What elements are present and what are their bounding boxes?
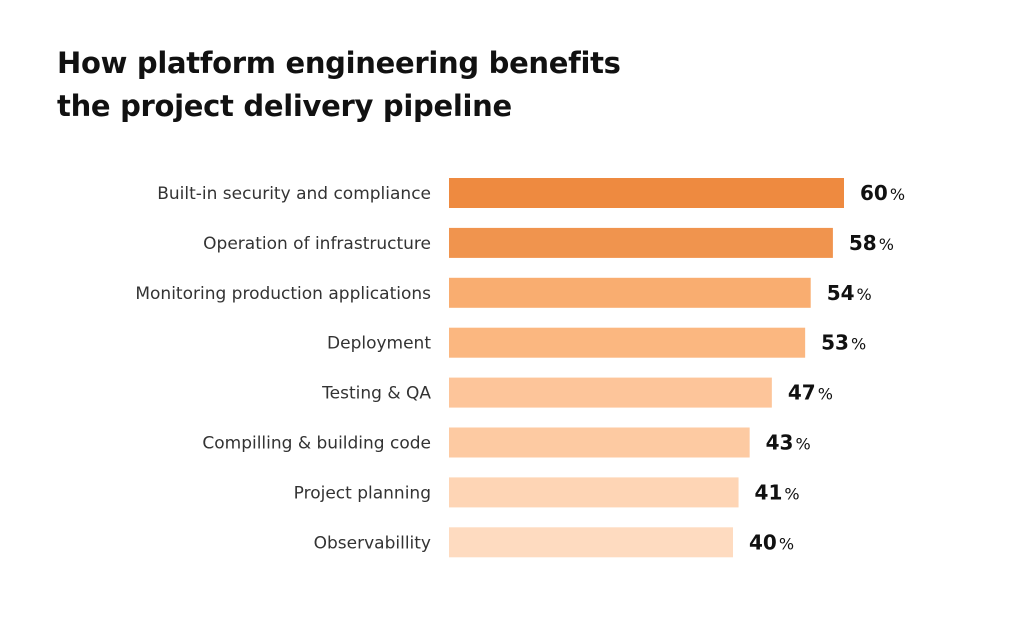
bar — [449, 477, 739, 508]
title-line-1: How platform engineering benefits — [57, 46, 621, 80]
bar — [449, 327, 806, 358]
category-label: Built-in security and compliance — [157, 184, 431, 204]
value-label: 43% — [766, 431, 811, 455]
category-label: Monitoring production applications — [135, 284, 431, 304]
category-label: Observabillity — [314, 533, 431, 553]
category-label: Testing & QA — [321, 384, 431, 404]
bar — [449, 527, 733, 558]
value-label: 58% — [849, 231, 894, 255]
value-label: 53% — [821, 331, 866, 355]
value-label: 41% — [755, 480, 800, 504]
category-label: Operation of infrastructure — [203, 234, 431, 254]
bar — [449, 277, 811, 308]
bar — [449, 427, 750, 458]
bar — [449, 377, 772, 408]
category-label: Compilling & building code — [202, 434, 431, 454]
value-label: 54% — [827, 281, 872, 305]
chart-title: How platform engineering benefits the pr… — [57, 42, 621, 128]
bar — [449, 227, 833, 258]
title-line-2: the project delivery pipeline — [57, 89, 512, 123]
value-label: 47% — [788, 381, 833, 405]
value-label: 60% — [860, 181, 905, 205]
category-label: Deployment — [327, 334, 431, 354]
value-label: 40% — [749, 530, 794, 554]
bar — [449, 178, 844, 208]
category-label: Project planning — [294, 483, 431, 503]
